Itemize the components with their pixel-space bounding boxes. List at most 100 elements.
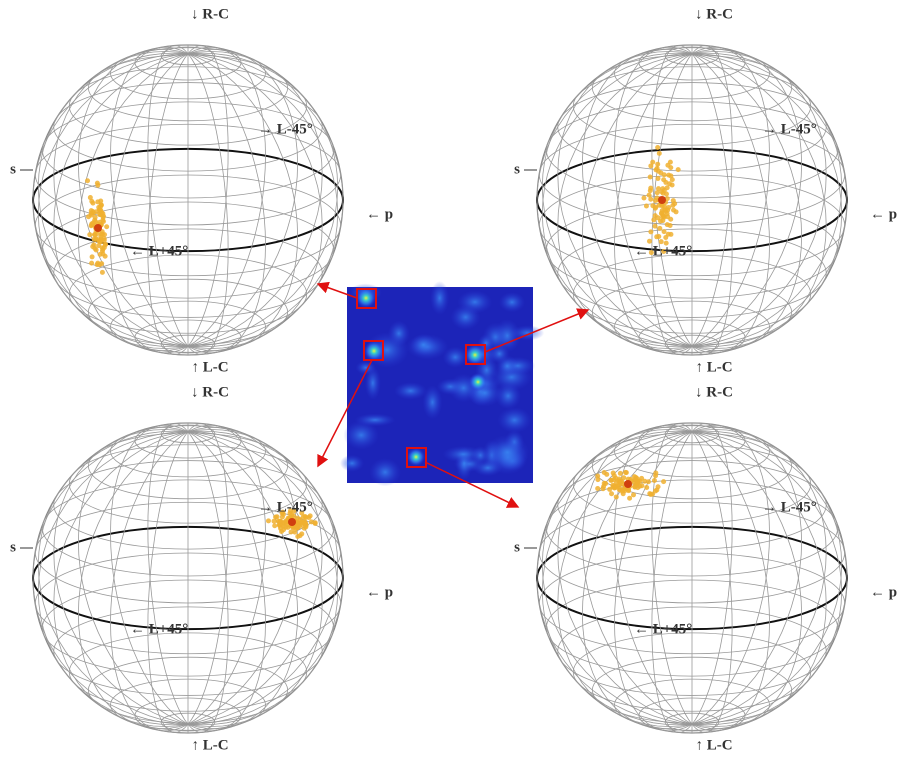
label-lower: ← L+45° bbox=[130, 621, 188, 637]
haze bbox=[499, 292, 525, 312]
haze bbox=[394, 382, 427, 400]
state-point bbox=[618, 471, 623, 476]
state-point bbox=[623, 470, 628, 475]
state-point bbox=[603, 481, 608, 486]
label-top: ↓ R-C bbox=[191, 384, 229, 400]
state-point bbox=[98, 212, 103, 217]
state-point bbox=[668, 160, 673, 165]
haze bbox=[442, 446, 484, 463]
state-point bbox=[89, 213, 94, 218]
state-point bbox=[655, 145, 660, 150]
state-point bbox=[100, 247, 105, 252]
state-point bbox=[297, 517, 302, 522]
haze bbox=[410, 334, 436, 356]
state-point bbox=[95, 181, 100, 186]
figure: ↓ R-C↑ L-Cs← p→ L-45°← L+45°↓ R-C↑ L-Cs←… bbox=[0, 0, 907, 758]
state-point bbox=[95, 262, 100, 267]
mean-point bbox=[288, 518, 296, 526]
state-point bbox=[656, 169, 661, 174]
label-left: s bbox=[514, 161, 520, 177]
state-point bbox=[602, 470, 607, 475]
label-bottom: ↑ L-C bbox=[695, 737, 732, 753]
label-left: s bbox=[10, 161, 16, 177]
state-point bbox=[102, 236, 107, 241]
state-point bbox=[609, 478, 614, 483]
state-point bbox=[595, 477, 600, 482]
label-lower: ← L+45° bbox=[634, 243, 692, 259]
state-point bbox=[601, 486, 606, 491]
haze bbox=[355, 413, 396, 426]
haze bbox=[369, 458, 401, 486]
state-point bbox=[609, 491, 614, 496]
haze bbox=[495, 382, 521, 409]
state-point bbox=[101, 219, 106, 224]
state-point bbox=[668, 173, 673, 178]
mean-point bbox=[658, 196, 666, 204]
haze bbox=[496, 355, 519, 377]
state-point bbox=[663, 235, 668, 240]
label-left: s bbox=[10, 539, 16, 555]
state-point bbox=[648, 229, 653, 234]
state-point bbox=[647, 491, 652, 496]
label-right: ← p bbox=[870, 206, 897, 222]
state-point bbox=[648, 197, 653, 202]
label-upper: → L-45° bbox=[762, 499, 817, 515]
state-point bbox=[657, 226, 662, 231]
state-point bbox=[622, 488, 627, 493]
label-lower: ← L+45° bbox=[130, 243, 188, 259]
state-point bbox=[648, 186, 653, 191]
state-point bbox=[652, 478, 657, 483]
state-point bbox=[655, 162, 660, 167]
state-point bbox=[87, 232, 92, 237]
state-point bbox=[642, 479, 647, 484]
state-point bbox=[657, 151, 662, 156]
state-point bbox=[611, 470, 616, 475]
state-point bbox=[661, 214, 666, 219]
state-point bbox=[298, 533, 303, 538]
state-point bbox=[661, 177, 666, 182]
state-point bbox=[277, 519, 282, 524]
state-point bbox=[661, 479, 666, 484]
state-point bbox=[302, 520, 307, 525]
state-point bbox=[281, 527, 286, 532]
state-point bbox=[668, 223, 673, 228]
state-point bbox=[90, 201, 95, 206]
state-point bbox=[85, 178, 90, 183]
haze bbox=[423, 385, 443, 419]
haze bbox=[430, 281, 449, 315]
heatmap bbox=[340, 281, 544, 486]
state-point bbox=[672, 201, 677, 206]
state-point bbox=[653, 471, 658, 476]
state-point bbox=[98, 204, 103, 209]
label-right: ← p bbox=[870, 584, 897, 600]
state-point bbox=[655, 176, 660, 181]
mean-point bbox=[624, 480, 632, 488]
state-point bbox=[674, 209, 679, 214]
state-point bbox=[96, 243, 101, 248]
state-point bbox=[91, 220, 96, 225]
label-upper: → L-45° bbox=[762, 121, 817, 137]
label-left: s bbox=[514, 539, 520, 555]
poincare-sphere: ↓ R-C↑ L-Cs← p→ L-45°← L+45° bbox=[10, 384, 393, 753]
state-point bbox=[662, 229, 667, 234]
label-right: ← p bbox=[366, 206, 393, 222]
label-lower: ← L+45° bbox=[634, 621, 692, 637]
state-point bbox=[662, 172, 667, 177]
state-point bbox=[644, 204, 649, 209]
state-point bbox=[654, 234, 659, 239]
label-upper: → L-45° bbox=[258, 121, 313, 137]
state-point bbox=[648, 174, 653, 179]
label-top: ↓ R-C bbox=[695, 6, 733, 22]
state-point bbox=[653, 213, 658, 218]
haze bbox=[365, 366, 381, 400]
label-bottom: ↑ L-C bbox=[695, 359, 732, 375]
state-point bbox=[95, 199, 100, 204]
state-point bbox=[631, 492, 636, 497]
state-point bbox=[655, 190, 660, 195]
state-point bbox=[616, 478, 621, 483]
state-point bbox=[614, 494, 619, 499]
state-point bbox=[634, 483, 639, 488]
label-top: ↓ R-C bbox=[695, 384, 733, 400]
state-point bbox=[313, 520, 318, 525]
state-point bbox=[656, 484, 661, 489]
